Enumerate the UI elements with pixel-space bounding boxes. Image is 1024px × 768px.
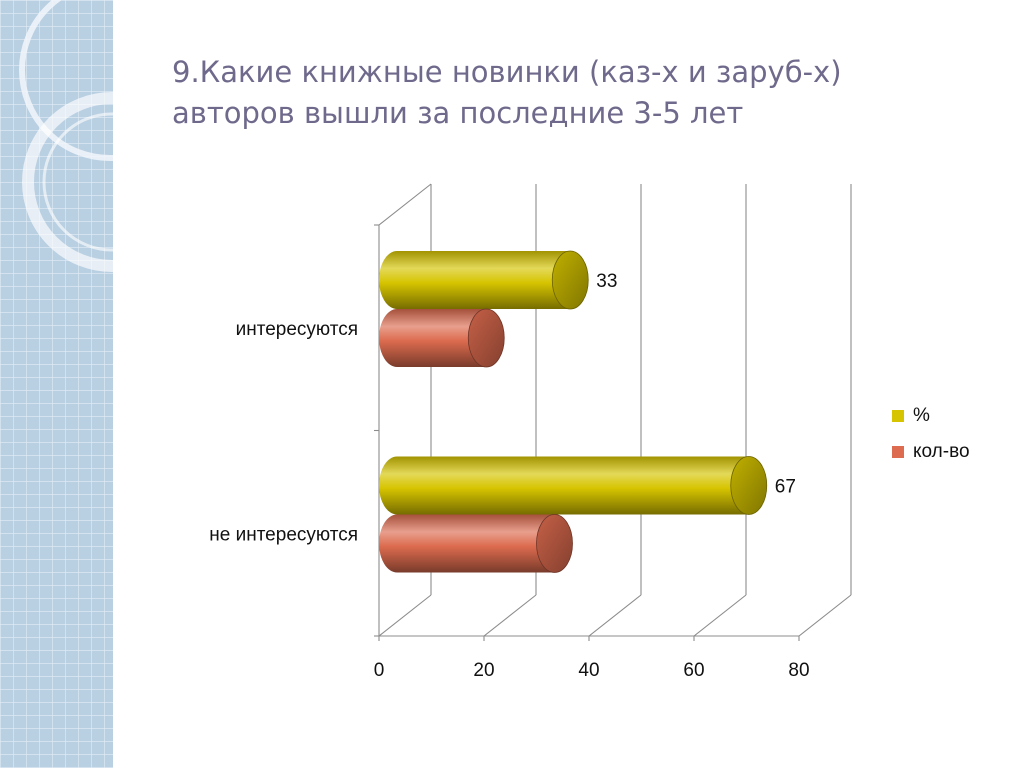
bar-1-1 xyxy=(379,514,573,573)
bar-end-cap xyxy=(467,308,505,368)
legend-swatch-percent xyxy=(892,410,904,422)
bar-end-cap xyxy=(551,250,589,310)
floor-line-2 xyxy=(588,594,642,637)
bar-body xyxy=(379,251,589,309)
bar-end-cap xyxy=(730,456,768,515)
x-tick-label-2: 40 xyxy=(578,660,599,681)
bar-body xyxy=(379,456,767,515)
floor-line-1 xyxy=(483,594,537,637)
legend-item-count: кол-во xyxy=(892,434,970,470)
legend-label-percent: % xyxy=(913,405,930,426)
x-tick-label-0: 0 xyxy=(374,660,385,681)
side-wall-top-edge xyxy=(378,183,432,226)
legend-label-count: кол-во xyxy=(913,441,970,462)
x-tick-label-4: 80 xyxy=(788,660,809,681)
data-label-0-0: 33 xyxy=(596,271,617,292)
category-label-1: не интересуются xyxy=(209,524,358,545)
x-tick-label-1: 20 xyxy=(473,660,494,681)
bar-1-0 xyxy=(379,308,505,368)
slide-title: 9.Какие книжные новинки (каз-х и заруб-х… xyxy=(172,52,972,135)
floor-line-4 xyxy=(798,594,852,637)
floor-line-0 xyxy=(378,594,432,637)
bar-end-cap xyxy=(536,514,573,573)
bar-body xyxy=(379,514,573,573)
legend-item-percent: % xyxy=(892,398,970,434)
sidebar-decoration xyxy=(0,0,113,768)
category-label-0: интересуются xyxy=(236,319,358,340)
bar-0-1 xyxy=(379,456,768,515)
chart-legend: % кол-во xyxy=(892,398,970,470)
data-label-0-1: 67 xyxy=(775,477,796,498)
slide-title-line-2: авторов вышли за последние 3-5 лет xyxy=(172,96,744,131)
slide-title-line-1: 9.Какие книжные новинки (каз-х и заруб-х… xyxy=(172,55,842,89)
legend-swatch-count xyxy=(892,446,904,458)
bar-0-0 xyxy=(379,250,589,310)
x-tick-label-3: 60 xyxy=(683,660,704,681)
floor-line-3 xyxy=(693,594,747,637)
